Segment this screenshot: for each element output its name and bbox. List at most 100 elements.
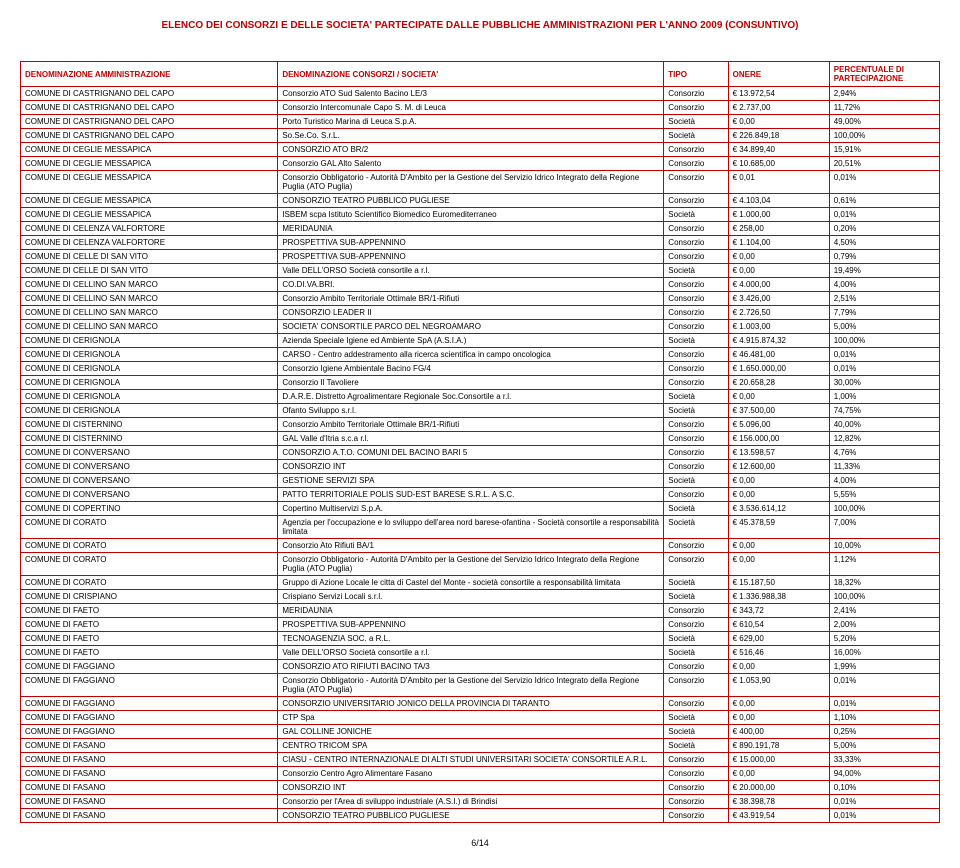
- cell-admin: COMUNE DI FASANO: [21, 753, 278, 767]
- cell-consorzi: CONSORZIO TEATRO PUBBLICO PUGLIESE: [278, 194, 664, 208]
- cell-onere: € 0,00: [728, 539, 829, 553]
- table-row: COMUNE DI FASANOCONSORZIO TEATRO PUBBLIC…: [21, 809, 940, 823]
- cell-admin: COMUNE DI FASANO: [21, 795, 278, 809]
- cell-consorzi: Azienda Speciale Igiene ed Ambiente SpA …: [278, 334, 664, 348]
- cell-admin: COMUNE DI CEGLIE MESSAPICA: [21, 143, 278, 157]
- cell-admin: COMUNE DI CERIGNOLA: [21, 348, 278, 362]
- table-row: COMUNE DI FAGGIANOCONSORZIO ATO RIFIUTI …: [21, 660, 940, 674]
- cell-pct: 100,00%: [829, 502, 939, 516]
- cell-admin: COMUNE DI CORATO: [21, 576, 278, 590]
- cell-tipo: Consorzio: [664, 618, 728, 632]
- cell-consorzi: CARSO - Centro addestramento alla ricerc…: [278, 348, 664, 362]
- cell-pct: 2,41%: [829, 604, 939, 618]
- header-consorzi: DENOMINAZIONE CONSORZI / SOCIETA': [278, 62, 664, 87]
- cell-onere: € 0,00: [728, 660, 829, 674]
- cell-onere: € 3.536.614,12: [728, 502, 829, 516]
- cell-pct: 0,01%: [829, 171, 939, 194]
- cell-onere: € 43.919,54: [728, 809, 829, 823]
- cell-admin: COMUNE DI CERIGNOLA: [21, 390, 278, 404]
- cell-pct: 100,00%: [829, 334, 939, 348]
- cell-consorzi: CTP Spa: [278, 711, 664, 725]
- cell-pct: 4,00%: [829, 474, 939, 488]
- cell-onere: € 258,00: [728, 222, 829, 236]
- cell-admin: COMUNE DI CEGLIE MESSAPICA: [21, 208, 278, 222]
- cell-admin: COMUNE DI CISTERNINO: [21, 418, 278, 432]
- cell-admin: COMUNE DI CELLE DI SAN VITO: [21, 250, 278, 264]
- cell-admin: COMUNE DI FAGGIANO: [21, 697, 278, 711]
- cell-tipo: Consorzio: [664, 604, 728, 618]
- header-onere: ONERE: [728, 62, 829, 87]
- cell-consorzi: Consorzio Ambito Territoriale Ottimale B…: [278, 418, 664, 432]
- cell-tipo: Società: [664, 404, 728, 418]
- cell-pct: 0,01%: [829, 795, 939, 809]
- cell-pct: 0,25%: [829, 725, 939, 739]
- cell-consorzi: Consorzio Centro Agro Alimentare Fasano: [278, 767, 664, 781]
- cell-admin: COMUNE DI FAGGIANO: [21, 660, 278, 674]
- cell-pct: 1,00%: [829, 390, 939, 404]
- cell-tipo: Consorzio: [664, 460, 728, 474]
- data-table: DENOMINAZIONE AMMINISTRAZIONE DENOMINAZI…: [20, 61, 940, 823]
- cell-pct: 11,33%: [829, 460, 939, 474]
- cell-tipo: Consorzio: [664, 553, 728, 576]
- cell-onere: € 0,00: [728, 488, 829, 502]
- cell-consorzi: Crispiano Servizi Locali s.r.l.: [278, 590, 664, 604]
- table-row: COMUNE DI CERIGNOLACARSO - Centro addest…: [21, 348, 940, 362]
- cell-onere: € 226.849,18: [728, 129, 829, 143]
- cell-onere: € 0,00: [728, 711, 829, 725]
- table-row: COMUNE DI CERIGNOLAConsorzio Igiene Ambi…: [21, 362, 940, 376]
- table-row: COMUNE DI CELLINO SAN MARCOCO.DI.VA.BRI.…: [21, 278, 940, 292]
- header-admin: DENOMINAZIONE AMMINISTRAZIONE: [21, 62, 278, 87]
- cell-onere: € 0,00: [728, 697, 829, 711]
- cell-consorzi: Porto Turistico Marina di Leuca S.p.A.: [278, 115, 664, 129]
- cell-consorzi: CIASU - CENTRO INTERNAZIONALE DI ALTI ST…: [278, 753, 664, 767]
- cell-pct: 4,76%: [829, 446, 939, 460]
- cell-pct: 5,00%: [829, 739, 939, 753]
- cell-consorzi: ISBEM scpa Istituto Scientifico Biomedic…: [278, 208, 664, 222]
- cell-admin: COMUNE DI FAGGIANO: [21, 725, 278, 739]
- cell-pct: 0,01%: [829, 362, 939, 376]
- cell-pct: 0,20%: [829, 222, 939, 236]
- cell-tipo: Società: [664, 264, 728, 278]
- table-row: COMUNE DI FASANOConsorzio Centro Agro Al…: [21, 767, 940, 781]
- table-row: COMUNE DI CERIGNOLAConsorzio Il Tavolier…: [21, 376, 940, 390]
- cell-tipo: Consorzio: [664, 539, 728, 553]
- cell-onere: € 890.191,78: [728, 739, 829, 753]
- cell-consorzi: CONSORZIO UNIVERSITARIO JONICO DELLA PRO…: [278, 697, 664, 711]
- cell-admin: COMUNE DI CERIGNOLA: [21, 376, 278, 390]
- cell-consorzi: CONSORZIO INT: [278, 781, 664, 795]
- cell-tipo: Società: [664, 739, 728, 753]
- cell-pct: 1,10%: [829, 711, 939, 725]
- cell-onere: € 38.398,78: [728, 795, 829, 809]
- cell-pct: 0,61%: [829, 194, 939, 208]
- cell-onere: € 0,01: [728, 171, 829, 194]
- cell-pct: 15,91%: [829, 143, 939, 157]
- cell-consorzi: PROSPETTIVA SUB-APPENNINO: [278, 236, 664, 250]
- cell-admin: COMUNE DI FAETO: [21, 646, 278, 660]
- cell-onere: € 516,46: [728, 646, 829, 660]
- cell-onere: € 400,00: [728, 725, 829, 739]
- table-row: COMUNE DI CONVERSANOCONSORZIO INTConsorz…: [21, 460, 940, 474]
- table-row: COMUNE DI CORATOGruppo di Azione Locale …: [21, 576, 940, 590]
- cell-tipo: Società: [664, 334, 728, 348]
- cell-pct: 20,51%: [829, 157, 939, 171]
- cell-consorzi: Ofanto Sviluppo s.r.l.: [278, 404, 664, 418]
- page-number: 6/14: [20, 838, 940, 848]
- cell-admin: COMUNE DI CERIGNOLA: [21, 362, 278, 376]
- cell-pct: 1,99%: [829, 660, 939, 674]
- cell-consorzi: Consorzio Obbligatorio - Autorità D'Ambi…: [278, 674, 664, 697]
- table-row: COMUNE DI CELLE DI SAN VITOValle DELL'OR…: [21, 264, 940, 278]
- cell-consorzi: GAL Valle d'Itria s.c.a r.l.: [278, 432, 664, 446]
- cell-onere: € 0,00: [728, 767, 829, 781]
- cell-tipo: Consorzio: [664, 660, 728, 674]
- cell-pct: 2,51%: [829, 292, 939, 306]
- table-row: COMUNE DI CELLINO SAN MARCOConsorzio Amb…: [21, 292, 940, 306]
- cell-pct: 16,00%: [829, 646, 939, 660]
- table-row: COMUNE DI CONVERSANOPATTO TERRITORIALE P…: [21, 488, 940, 502]
- cell-consorzi: Consorzio Intercomunale Capo S. M. di Le…: [278, 101, 664, 115]
- cell-onere: € 0,00: [728, 390, 829, 404]
- cell-onere: € 13.972,54: [728, 87, 829, 101]
- cell-admin: COMUNE DI CELLINO SAN MARCO: [21, 292, 278, 306]
- table-row: COMUNE DI FASANOCENTRO TRICOM SPASocietà…: [21, 739, 940, 753]
- cell-consorzi: SOCIETA' CONSORTILE PARCO DEL NEGROAMARO: [278, 320, 664, 334]
- cell-consorzi: Consorzio Ambito Territoriale Ottimale B…: [278, 292, 664, 306]
